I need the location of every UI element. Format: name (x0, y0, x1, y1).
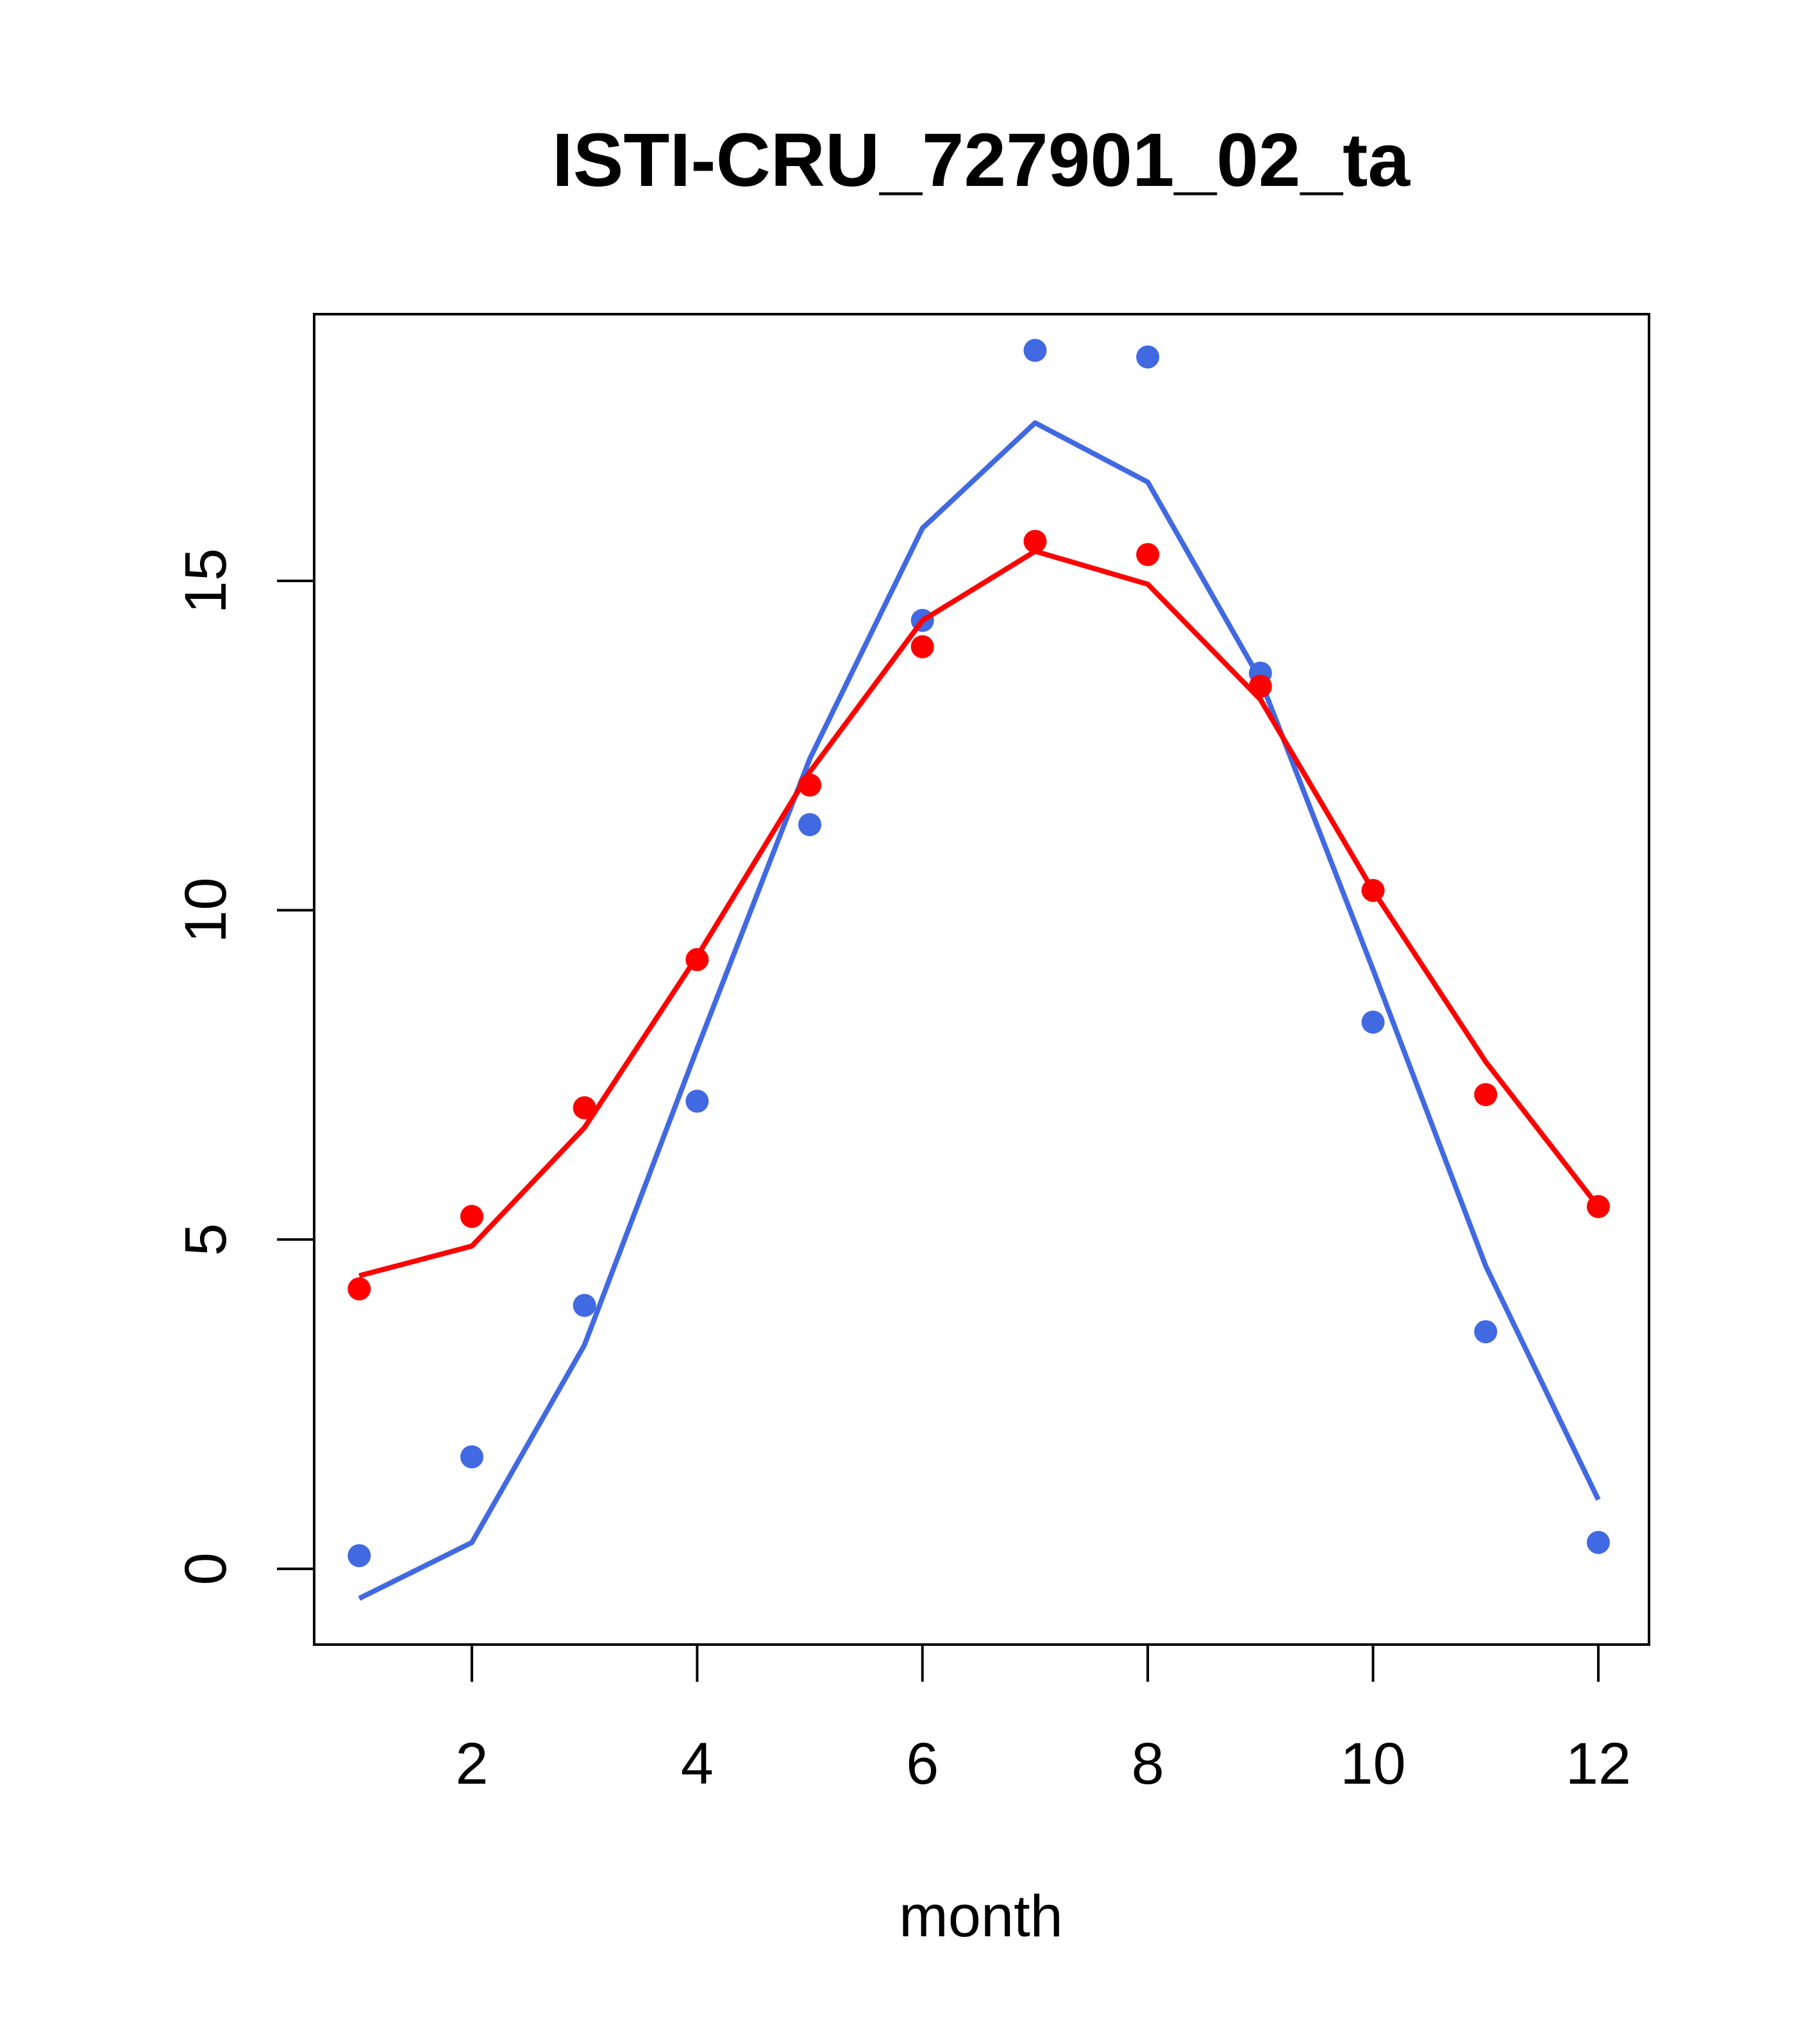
data-point (1586, 1194, 1610, 1218)
data-point (347, 1277, 371, 1301)
data-point (685, 948, 709, 971)
x-axis-label: month (899, 1884, 1063, 1949)
series-line (358, 420, 1601, 1601)
data-point (1248, 674, 1272, 698)
data-point (1136, 345, 1160, 369)
x-axis: 2 4 6 8 10 12 (455, 1643, 1631, 1797)
data-point (573, 1293, 596, 1317)
y-tick-label: 10 (173, 877, 239, 942)
y-tick-label: 15 (173, 548, 239, 614)
data-point (685, 1089, 709, 1113)
series-layer (347, 339, 1610, 1601)
x-tick-label: 2 (455, 1731, 488, 1797)
y-tick-label: 0 (173, 1552, 239, 1585)
chart-title: ISTI-CRU_727901_02_ta (552, 118, 1411, 203)
data-point (1361, 878, 1385, 902)
y-tick-label: 5 (173, 1223, 239, 1256)
data-point (1361, 1010, 1385, 1034)
data-point (798, 773, 822, 797)
series-0 (347, 339, 1610, 1601)
data-point (1023, 530, 1047, 553)
data-point (798, 813, 822, 837)
data-point (347, 1544, 371, 1568)
data-point (573, 1096, 596, 1119)
data-point (1136, 542, 1160, 566)
plot-frame (313, 313, 1650, 1646)
x-tick-label: 4 (681, 1731, 714, 1797)
x-tick-label: 8 (1132, 1731, 1164, 1797)
series-line (358, 548, 1601, 1278)
data-point (1023, 339, 1047, 362)
data-point (460, 1205, 483, 1228)
data-point (910, 635, 934, 658)
data-point (1474, 1320, 1498, 1344)
x-tick-label: 12 (1566, 1731, 1631, 1797)
data-point (1474, 1083, 1498, 1107)
x-tick-label: 10 (1340, 1731, 1405, 1797)
y-axis: 0 5 10 15 (173, 548, 315, 1585)
data-point (460, 1445, 483, 1469)
x-tick-label: 6 (906, 1731, 939, 1797)
data-point (1586, 1530, 1610, 1554)
series-1 (347, 530, 1610, 1301)
